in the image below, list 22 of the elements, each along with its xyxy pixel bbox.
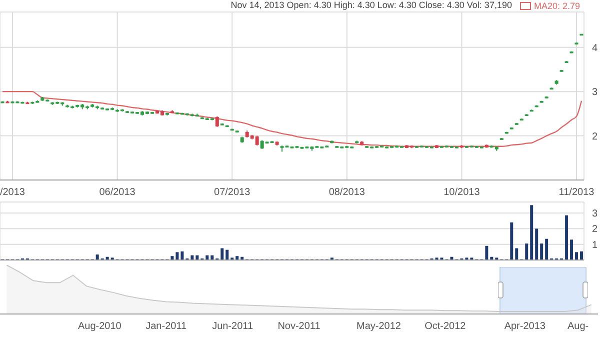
- x-tick-label: May-2012: [356, 321, 402, 332]
- y-tick-label: 1: [592, 240, 598, 251]
- x-tick-label: 06/2013: [99, 187, 136, 198]
- y-tick-label: 3: [592, 87, 598, 98]
- legend-label: MA20: 2.79: [532, 0, 580, 12]
- x-tick-label: Jun-2011: [212, 321, 254, 332]
- x-tick-label: Nov-2011: [278, 321, 321, 332]
- y-tick-label: 2: [592, 224, 598, 236]
- x-tick-label: /2013: [0, 187, 26, 198]
- x-tick-label: Apr-2013: [504, 321, 546, 332]
- x-tick-label: Aug-2010: [78, 321, 122, 332]
- y-tick-label: 3: [592, 208, 598, 220]
- y-tick-label: 4: [592, 42, 598, 54]
- chart-title: Nov 14, 2013 Open: 4.30 High: 4.30 Low: 4.30 Close: 4.30 Vol: 37,190: [230, 0, 512, 12]
- x-tick-label: Aug-: [568, 321, 589, 332]
- x-tick-label: Oct-2012: [424, 321, 466, 332]
- x-tick-label: Jan-2011: [146, 321, 188, 332]
- y-tick-label: 2: [592, 131, 598, 142]
- x-tick-label: 10/2013: [444, 187, 480, 198]
- x-tick-label: 07/2013: [214, 187, 251, 198]
- x-tick-label: 08/2013: [328, 187, 366, 198]
- x-tick-label: 11/2013: [558, 187, 595, 198]
